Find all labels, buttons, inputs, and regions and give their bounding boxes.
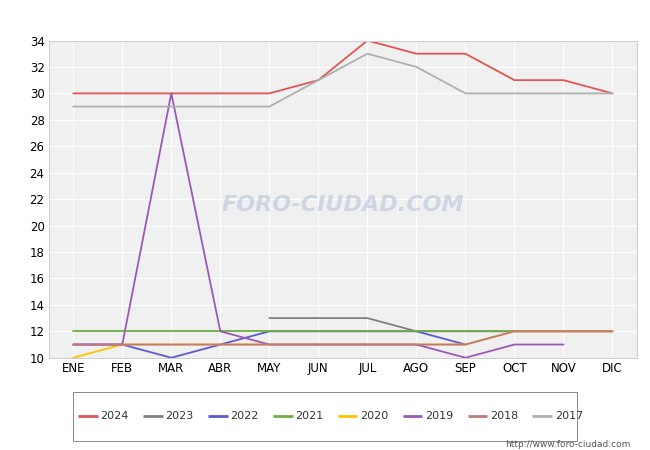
Text: 2024: 2024	[100, 411, 129, 421]
Text: http://www.foro-ciudad.com: http://www.foro-ciudad.com	[505, 440, 630, 449]
Text: 2020: 2020	[360, 411, 388, 421]
Text: FORO-CIUDAD.COM: FORO-CIUDAD.COM	[222, 195, 464, 216]
Text: 2021: 2021	[295, 411, 323, 421]
Text: 2019: 2019	[425, 411, 453, 421]
Text: 2017: 2017	[554, 411, 583, 421]
Text: 2022: 2022	[230, 411, 259, 421]
Text: 2018: 2018	[490, 411, 518, 421]
Text: 2023: 2023	[165, 411, 194, 421]
Text: Afiliados en Aveinte a 30/9/2024: Afiliados en Aveinte a 30/9/2024	[179, 9, 471, 24]
